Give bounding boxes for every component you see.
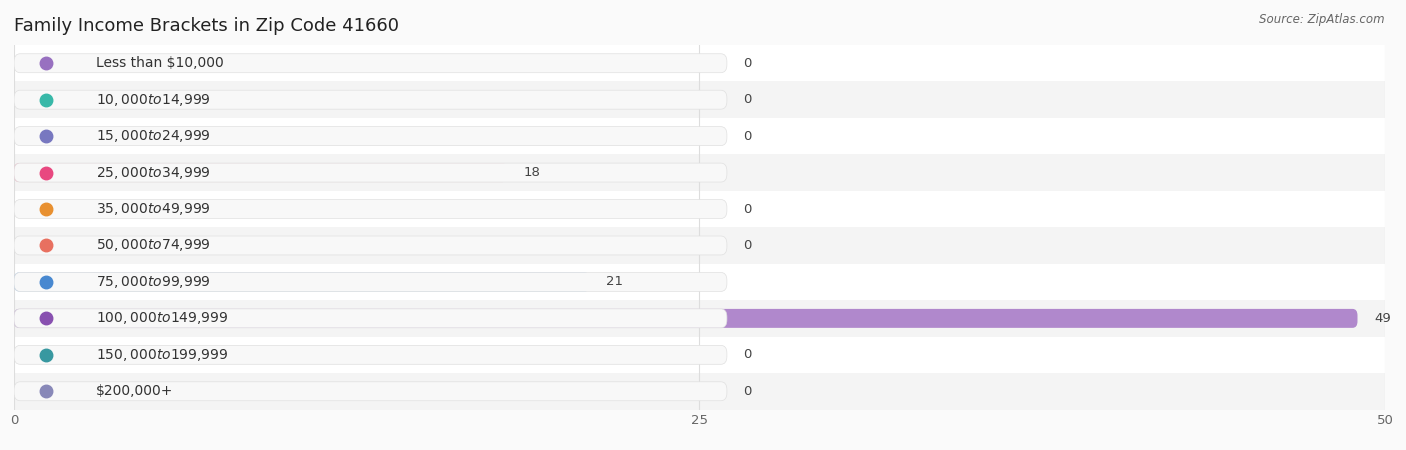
- Bar: [14, 118, 1385, 154]
- FancyBboxPatch shape: [14, 126, 727, 146]
- FancyBboxPatch shape: [14, 309, 1358, 328]
- Text: $200,000+: $200,000+: [96, 384, 173, 398]
- Bar: [14, 337, 1385, 373]
- FancyBboxPatch shape: [14, 236, 727, 255]
- Text: $15,000 to $24,999: $15,000 to $24,999: [96, 128, 211, 144]
- Text: $35,000 to $49,999: $35,000 to $49,999: [96, 201, 211, 217]
- Text: $75,000 to $99,999: $75,000 to $99,999: [96, 274, 211, 290]
- Text: 0: 0: [744, 348, 752, 361]
- Text: Family Income Brackets in Zip Code 41660: Family Income Brackets in Zip Code 41660: [14, 17, 399, 35]
- Bar: [14, 81, 1385, 118]
- Text: Less than $10,000: Less than $10,000: [96, 56, 224, 70]
- FancyBboxPatch shape: [14, 382, 727, 401]
- Text: $25,000 to $34,999: $25,000 to $34,999: [96, 165, 211, 180]
- Bar: [14, 154, 1385, 191]
- FancyBboxPatch shape: [14, 272, 591, 292]
- Text: Source: ZipAtlas.com: Source: ZipAtlas.com: [1260, 14, 1385, 27]
- Bar: [14, 227, 1385, 264]
- Bar: [14, 373, 1385, 410]
- FancyBboxPatch shape: [14, 163, 727, 182]
- Text: 18: 18: [524, 166, 541, 179]
- FancyBboxPatch shape: [14, 54, 727, 73]
- Bar: [14, 264, 1385, 300]
- Text: 0: 0: [744, 385, 752, 398]
- FancyBboxPatch shape: [14, 345, 727, 365]
- Text: $10,000 to $14,999: $10,000 to $14,999: [96, 92, 211, 108]
- Text: 0: 0: [744, 130, 752, 143]
- FancyBboxPatch shape: [14, 309, 727, 328]
- Text: $50,000 to $74,999: $50,000 to $74,999: [96, 238, 211, 253]
- FancyBboxPatch shape: [14, 272, 727, 292]
- Bar: [14, 191, 1385, 227]
- FancyBboxPatch shape: [14, 163, 508, 182]
- Text: 0: 0: [744, 57, 752, 70]
- Text: 21: 21: [606, 275, 623, 288]
- Text: $150,000 to $199,999: $150,000 to $199,999: [96, 347, 228, 363]
- FancyBboxPatch shape: [14, 199, 727, 219]
- FancyBboxPatch shape: [14, 90, 727, 109]
- Text: 49: 49: [1374, 312, 1391, 325]
- Text: 0: 0: [744, 93, 752, 106]
- Text: $100,000 to $149,999: $100,000 to $149,999: [96, 310, 228, 326]
- Text: 0: 0: [744, 202, 752, 216]
- Bar: [14, 300, 1385, 337]
- Bar: [14, 45, 1385, 81]
- Text: 0: 0: [744, 239, 752, 252]
